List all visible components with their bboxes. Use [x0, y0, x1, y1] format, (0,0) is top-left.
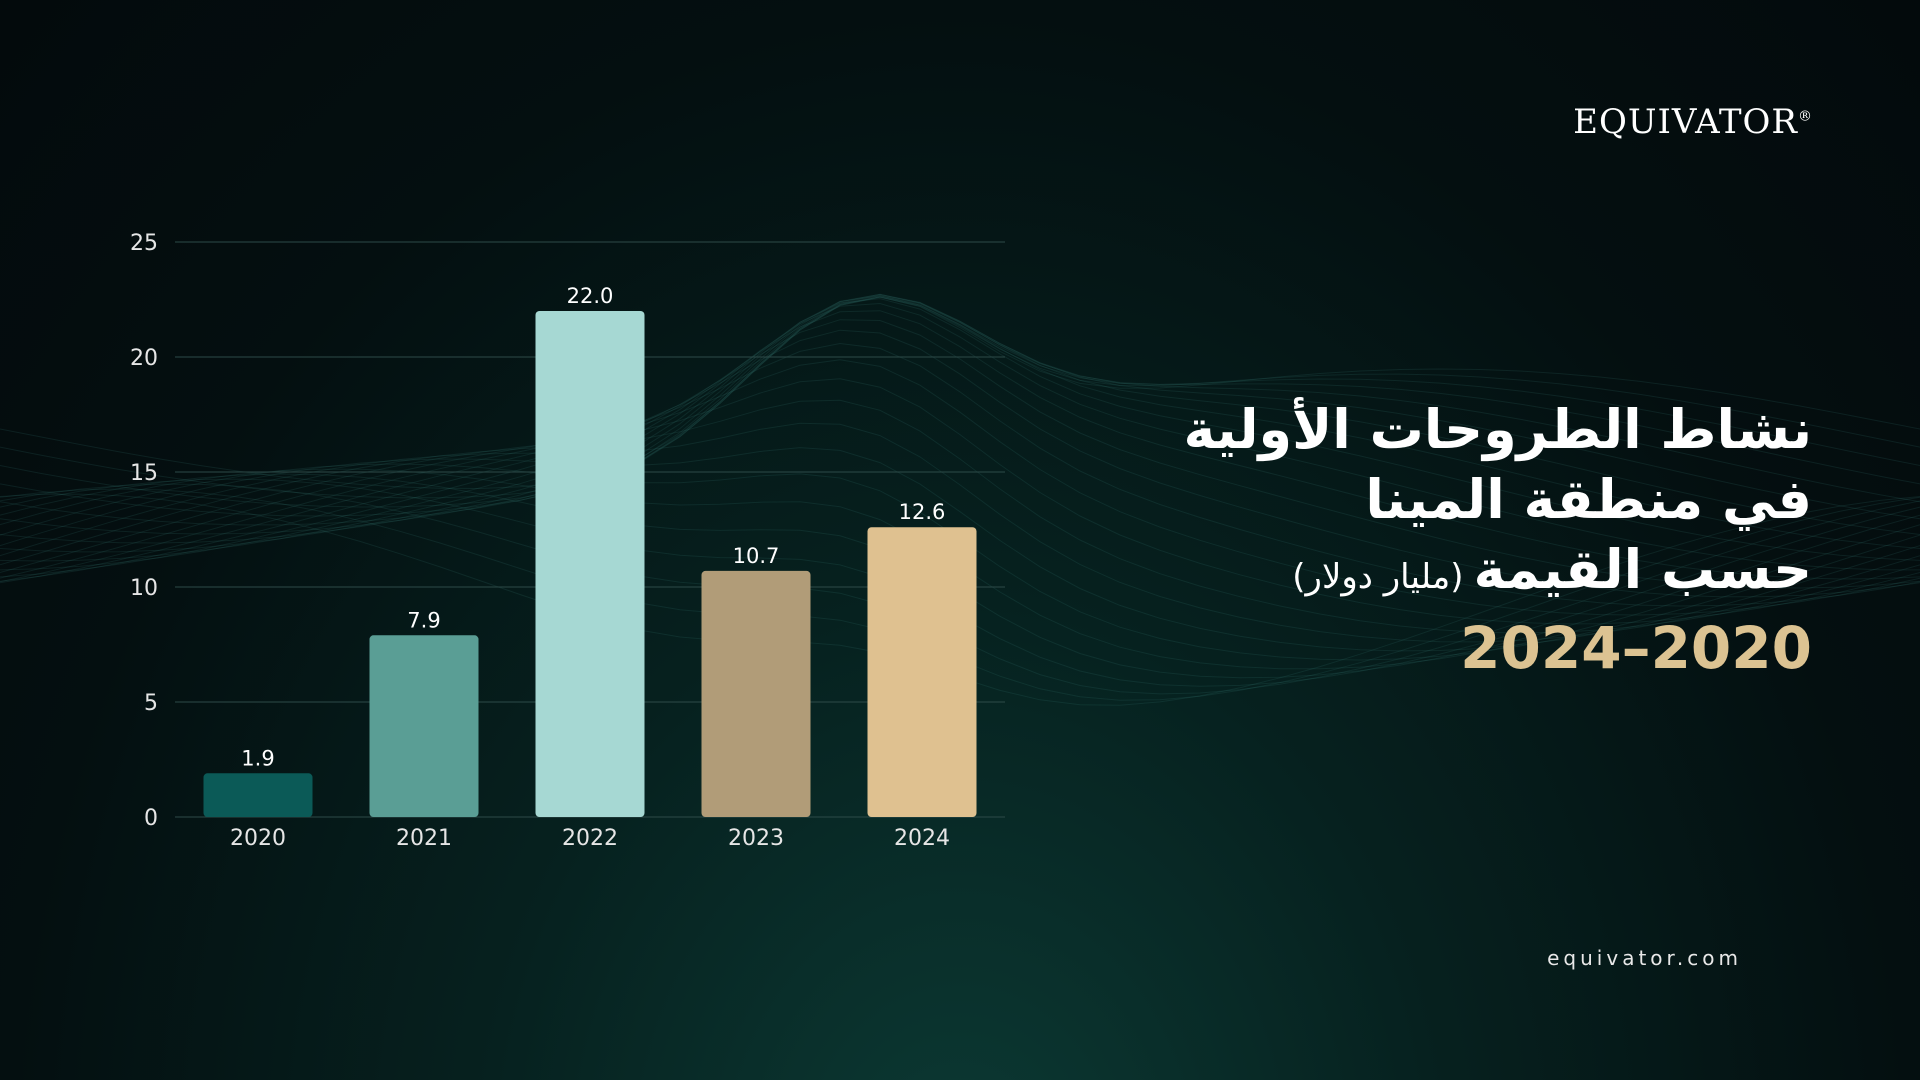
bar-2020 [203, 773, 313, 817]
data-label-2021: 7.9 [407, 608, 440, 632]
title-line-3: حسب القيمة(مليار دولار) [1052, 535, 1812, 612]
brand-logo-text: EQUIVATOR [1573, 102, 1798, 142]
website-link[interactable]: equivator.com [1547, 946, 1742, 970]
data-label-2023: 10.7 [733, 544, 780, 568]
brand-logo: EQUIVATOR® [1573, 102, 1813, 142]
y-tick-label: 15 [130, 461, 158, 486]
bar-2023 [701, 570, 811, 817]
title-years: 2024–2020 [1460, 614, 1812, 682]
y-tick-label: 20 [130, 346, 158, 371]
x-tick-label: 2022 [562, 826, 618, 851]
title-line-2: في منطقة المينا [1365, 468, 1812, 531]
bar-2024 [867, 527, 977, 817]
title-line-3-text: حسب القيمة [1473, 538, 1812, 601]
data-label-2024: 12.6 [899, 500, 946, 524]
bar-2021 [369, 635, 479, 817]
x-tick-label: 2020 [230, 826, 286, 851]
data-label-2022: 22.0 [567, 284, 614, 308]
chart-title-block: نشاط الطروحات الأولية في منطقة المينا حس… [1052, 395, 1812, 684]
x-tick-label: 2021 [396, 826, 452, 851]
title-line-1: نشاط الطروحات الأولية [1183, 398, 1812, 461]
title-unit: (مليار دولار) [1292, 557, 1464, 597]
x-tick-label: 2024 [894, 826, 950, 851]
y-tick-label: 25 [130, 231, 158, 256]
bar-2022 [535, 311, 645, 817]
registered-mark: ® [1798, 108, 1813, 125]
y-tick-label: 10 [130, 576, 158, 601]
y-tick-label: 5 [144, 691, 158, 716]
y-tick-label: 0 [144, 806, 158, 831]
data-label-2020: 1.9 [241, 746, 274, 770]
x-tick-label: 2023 [728, 826, 784, 851]
